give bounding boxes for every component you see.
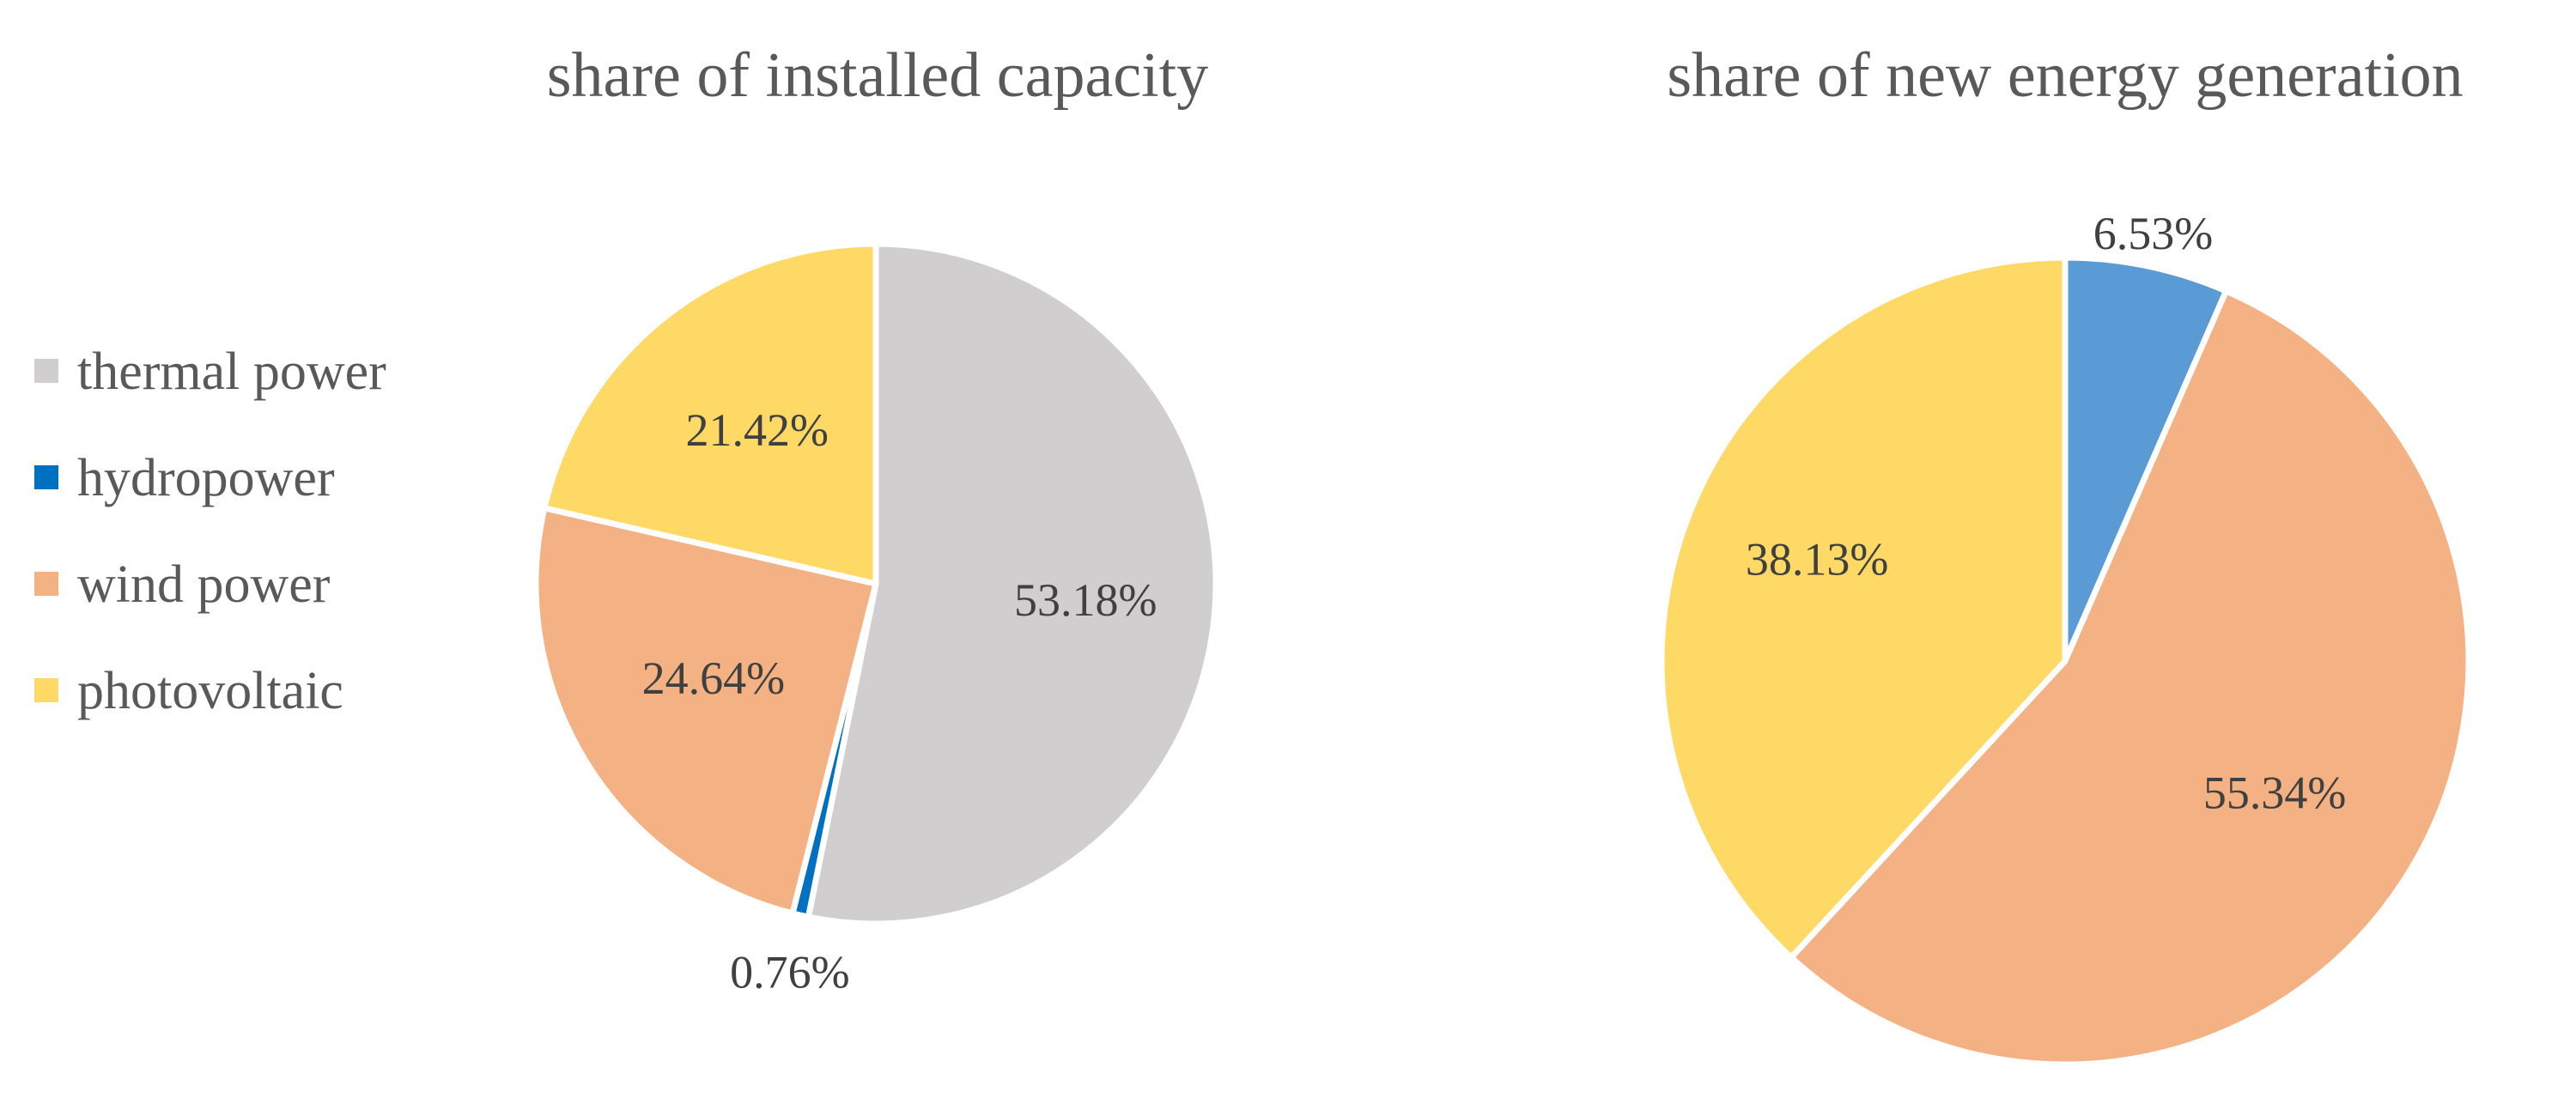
data-label-hydropower: 0.76% xyxy=(730,947,849,998)
new-energy-generation-slices xyxy=(1658,254,2472,1068)
pie-slice-wind-power xyxy=(1788,288,2472,1068)
legend-swatch-wind-power xyxy=(34,572,58,596)
installed-capacity-chart: share of installed capacity 53.18% 0.76% 2… xyxy=(532,40,1219,998)
legend-item-hydropower: hydropower xyxy=(34,449,335,507)
legend-swatch-hydropower xyxy=(34,465,58,489)
data-label-wind-power: 55.34% xyxy=(2203,767,2346,819)
legend-swatch-photovoltaic xyxy=(34,678,58,702)
pie-slice-photovoltaic xyxy=(541,240,879,587)
data-label-wind-power: 24.64% xyxy=(642,652,785,704)
installed-capacity-title: share of installed capacity xyxy=(547,40,1209,111)
legend-label-photovoltaic: photovoltaic xyxy=(77,662,343,720)
data-label-photovoltaic: 21.42% xyxy=(686,404,829,456)
pie-slice-photovoltaic xyxy=(1658,254,2069,961)
installed-capacity-slices xyxy=(532,240,1219,927)
pie-slice-thermal-power xyxy=(805,240,1219,927)
legend-label-thermal-power: thermal power xyxy=(77,343,386,401)
legend-label-wind-power: wind power xyxy=(77,555,331,614)
new-energy-generation-data-labels: 6.53% 55.34% 38.13% xyxy=(1746,208,2346,819)
data-label-photovoltaic: 38.13% xyxy=(1746,533,1888,585)
legend-swatch-thermal-power xyxy=(34,359,58,383)
legend-label-hydropower: hydropower xyxy=(77,449,335,507)
legend: thermal power hydropower wind power phot… xyxy=(34,343,386,720)
legend-item-photovoltaic: photovoltaic xyxy=(34,662,343,720)
pie-slice-hydropower xyxy=(2062,254,2229,664)
installed-capacity-data-labels: 53.18% 0.76% 24.64% 21.42% xyxy=(642,404,1157,998)
data-label-hydropower: 6.53% xyxy=(2093,208,2213,259)
pie-slice-wind-power xyxy=(532,505,879,917)
legend-item-thermal-power: thermal power xyxy=(34,343,386,401)
legend-item-wind-power: wind power xyxy=(34,555,331,614)
data-label-thermal-power: 53.18% xyxy=(1014,574,1157,626)
new-energy-generation-title: share of new energy generation xyxy=(1667,40,2463,111)
new-energy-generation-chart: share of new energy generation 6.53% 55.3… xyxy=(1658,40,2472,1068)
